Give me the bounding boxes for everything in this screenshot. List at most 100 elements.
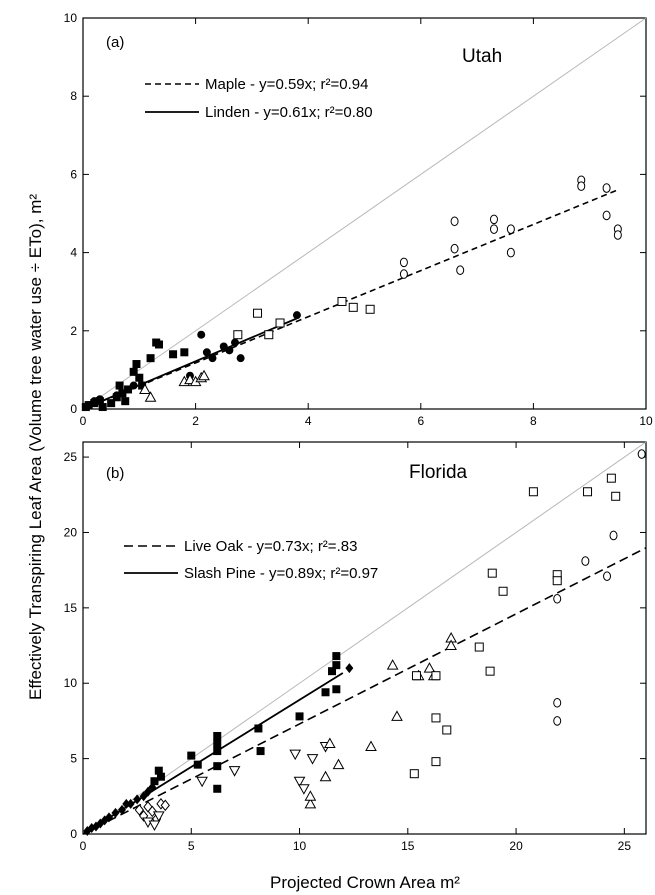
data-point-open-triangle [198,369,210,381]
data-point-open-circle [450,216,459,227]
panel-a-frame [82,17,647,410]
data-point-filled-diamond [117,804,126,815]
data-point-filled-square [321,688,330,697]
data-point-open-square [498,586,508,596]
data-point-open-square [474,642,484,652]
panel-b-frame [82,441,647,835]
panel-b-points [83,449,646,836]
panel-b-label: (b) [106,465,124,482]
data-point-filled-square [213,747,222,756]
y-tick-label: 10 [64,676,78,690]
data-point-open-triangle [324,737,336,749]
data-point-filled-square [129,367,138,376]
data-point-open-square [365,304,375,314]
data-point-open-square [253,308,263,318]
data-point-filled-square [132,360,141,369]
data-point-open-circle [613,230,622,240]
data-point-filled-square [193,760,202,769]
data-point-open-circle [637,449,646,459]
data-point-filled-circle [84,401,93,410]
legend-liveoak-label: Live Oak - y=0.73x; r²=.83 [184,538,357,555]
y-tick-label: 4 [70,246,77,260]
data-point-open-square [606,473,616,483]
data-point-filled-square [180,348,189,357]
x-tick-label: 25 [618,839,632,853]
x-axis-label: Projected Crown Area m² [270,873,460,892]
x-tick-label: 0 [80,839,87,853]
data-point-open-triangle [386,659,399,670]
data-point-open-triangle [139,383,151,394]
data-point-filled-circle [202,348,211,357]
data-point-open-circle [603,571,612,581]
y-tick-label: 2 [70,324,77,338]
data-point-open-square [409,769,419,779]
data-point-open-circle [489,214,498,225]
data-point-open-square [442,725,452,735]
x-tick-label: 8 [530,414,537,428]
data-point-filled-square [169,350,178,359]
data-point-open-triangle-down [152,811,165,822]
fit-line-dashed [82,547,647,835]
data-point-open-diamond [160,799,170,812]
data-point-filled-diamond [122,798,131,809]
y-tick-label: 0 [70,402,77,416]
data-point-filled-circle [129,381,138,390]
y-tick-label: 25 [64,450,78,464]
panel-a: 0 2 4 6 8 10 0 2 4 6 8 10 (a) Utah Maple - y=0.59x;… [64,11,653,428]
panel-a-label: (a) [106,34,124,51]
data-point-open-triangle [423,662,436,673]
data-point-open-square [583,487,593,497]
panel-b-ticks: 0 5 10 15 20 25 0 5 10 15 20 25 [64,442,646,853]
data-point-open-triangle-down [148,820,161,831]
data-point-open-square [275,318,285,328]
x-tick-label: 10 [639,414,653,428]
panel-a-title: Utah [462,46,502,67]
data-point-filled-diamond [104,812,113,823]
data-point-filled-square [121,397,130,406]
x-tick-label: 20 [509,839,523,853]
x-tick-label: 5 [188,839,195,853]
data-point-filled-square [213,732,222,740]
y-tick-label: 10 [64,11,78,25]
data-point-open-square [487,568,497,578]
data-point-open-square [337,296,347,306]
data-point-filled-square [154,766,163,775]
y-tick-label: 6 [70,167,77,181]
data-point-open-circle [609,530,618,541]
data-point-open-square [528,487,538,497]
data-point-open-triangle-down [228,766,241,777]
data-point-filled-square [124,385,133,394]
data-point-open-circle [553,594,562,604]
data-point-open-triangle-down [289,749,302,761]
data-point-open-diamond [147,805,157,818]
data-point-filled-square [107,399,116,408]
data-point-open-circle [581,556,590,566]
data-point-open-square [431,671,441,681]
data-point-filled-circle [292,311,301,320]
data-point-filled-square [332,685,341,694]
x-tick-label: 10 [293,839,307,853]
data-point-filled-square [213,762,222,771]
x-tick-label: 2 [192,414,199,428]
data-point-open-square [552,576,562,586]
y-axis-label: Effectively Transpiring Leaf Area (Volum… [26,194,45,700]
data-point-open-triangle-down [306,754,319,765]
legend-linden-label: Linden - y=0.61x; r²=0.80 [205,104,373,121]
data-point-filled-circle [225,346,234,355]
data-point-open-circle [553,716,562,726]
data-point-filled-circle [219,342,228,351]
data-point-open-circle [399,269,408,279]
y-tick-label: 0 [70,827,77,841]
data-point-open-triangle [365,740,377,752]
data-point-open-square [431,713,441,723]
data-point-open-square [411,671,421,681]
data-point-filled-diamond [111,807,120,818]
data-point-filled-circle [95,395,104,404]
data-point-open-circle [553,698,562,708]
data-point-open-triangle [445,639,457,651]
panel-b: 0 5 10 15 20 25 0 5 10 15 20 25 (b) Florida Live Oa… [64,441,647,853]
data-point-filled-square [146,354,155,363]
one-to-one-line [82,441,647,835]
y-tick-label: 20 [64,525,78,539]
